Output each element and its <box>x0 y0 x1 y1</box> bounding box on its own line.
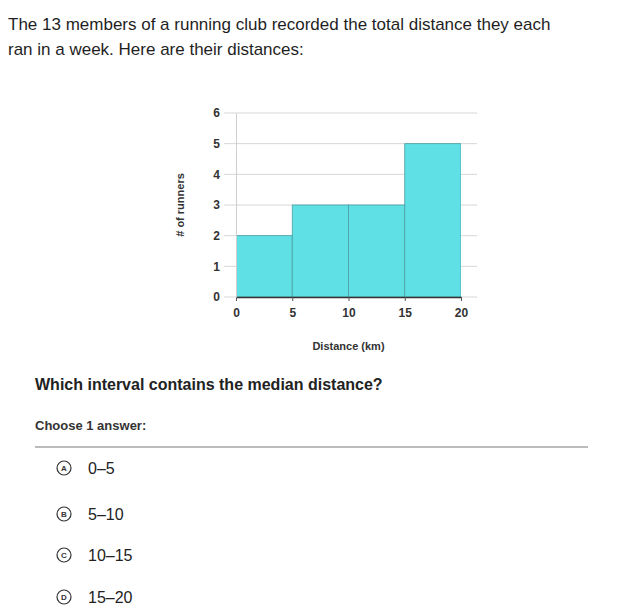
instruction: Choose 1 answer: <box>35 418 146 433</box>
choice[interactable]: D 15–20 <box>57 589 133 606</box>
choice-letter[interactable]: C <box>61 551 67 560</box>
x-axis-title: Distance (km) <box>312 340 384 352</box>
grid <box>224 113 477 297</box>
bar <box>236 236 292 297</box>
y-tick: 6 <box>213 106 236 120</box>
x-tick: 20 <box>455 297 469 320</box>
y-axis-title: # of runners <box>174 173 186 237</box>
choice-bubble[interactable] <box>57 507 71 521</box>
y-tick-label: 5 <box>213 137 220 151</box>
choice-bubble[interactable] <box>57 461 71 475</box>
x-tick-label: 0 <box>233 306 240 320</box>
choice[interactable]: B 5–10 <box>57 506 124 523</box>
choice-letter[interactable]: B <box>61 510 67 519</box>
x-tick-label: 10 <box>342 306 356 320</box>
choice-text[interactable]: 15–20 <box>88 589 133 606</box>
y-tick-label: 6 <box>213 106 220 120</box>
x-tick: 5 <box>289 297 296 320</box>
y-tick-label: 0 <box>213 290 220 304</box>
y-tick-label: 2 <box>213 229 220 243</box>
choice-letter[interactable]: A <box>61 464 67 473</box>
x-tick: 10 <box>342 297 356 320</box>
x-tick: 15 <box>399 297 413 320</box>
bar <box>349 205 405 297</box>
separator <box>35 446 588 448</box>
x-tick-label: 15 <box>399 306 413 320</box>
intro-text: The 13 members of a running club recorde… <box>8 15 550 34</box>
question: Which interval contains the median dista… <box>35 376 383 393</box>
grid-line <box>224 113 477 114</box>
y-tick-label: 3 <box>213 198 220 212</box>
x-tick-label: 20 <box>455 306 469 320</box>
x-tick-label: 5 <box>289 306 296 320</box>
choice[interactable]: A 0–5 <box>57 460 115 477</box>
bar <box>405 144 461 297</box>
x-tick-mark <box>236 297 237 301</box>
intro-text: ran in a week. Here are their distances: <box>8 40 304 59</box>
x-tick-mark <box>461 297 462 301</box>
y-tick: 5 <box>213 137 236 151</box>
bar <box>292 205 348 297</box>
x-tick-mark <box>292 297 293 301</box>
y-tick: 1 <box>213 260 236 274</box>
choice-text[interactable]: 10–15 <box>88 547 133 564</box>
choice-text[interactable]: 0–5 <box>88 460 115 477</box>
y-tick-label: 4 <box>213 168 220 182</box>
bars <box>236 144 461 297</box>
x-tick-mark <box>349 297 350 301</box>
page: The 13 members of a running club recorde… <box>0 0 635 611</box>
choice[interactable]: C 10–15 <box>57 547 133 564</box>
choice-bubble[interactable] <box>57 548 71 562</box>
y-tick: 2 <box>213 229 236 243</box>
x-tick-mark <box>405 297 406 301</box>
choice-bubble[interactable] <box>57 590 71 604</box>
chart: 0 5 10 15 20 0 1 2 3 4 5 6 Distance (km) # of runners <box>174 106 477 352</box>
x-axis: 0 5 10 15 20 <box>233 297 468 320</box>
y-tick: 3 <box>213 198 236 212</box>
y-axis: 0 1 2 3 4 5 6 <box>213 106 236 304</box>
choice-text[interactable]: 5–10 <box>88 506 124 523</box>
y-axis-line <box>236 114 237 298</box>
x-tick: 0 <box>233 297 240 320</box>
y-tick: 4 <box>213 168 236 182</box>
choice-letter[interactable]: D <box>61 593 67 602</box>
y-tick: 0 <box>213 290 236 304</box>
y-tick-label: 1 <box>213 260 220 274</box>
